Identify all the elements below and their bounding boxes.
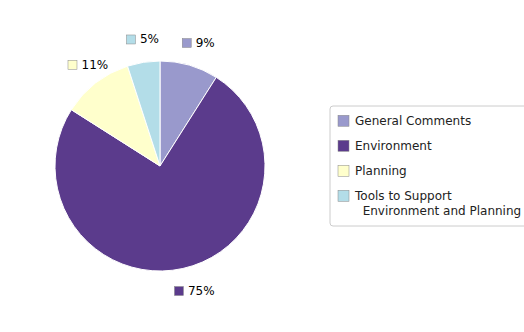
data-label: 11% [81,58,108,72]
chart: 9% 75% 11% 5% General Comments Environment Pla… [0,0,524,332]
legend-swatch [338,115,349,126]
legend-label: Planning [355,164,407,178]
legend-label-line: Environment [355,139,432,153]
legend-label-line: Environment and Planning [355,204,521,218]
legend-label: Tools to Support Environment and Plannin… [354,189,521,218]
pie [55,61,265,271]
legend-item: General Comments [338,114,471,128]
legend-swatch [338,140,349,151]
label-swatch [126,35,135,44]
legend-swatch [338,190,349,201]
pie-slice [128,61,160,166]
data-label: 9% [196,36,215,50]
legend-frame [330,106,524,226]
data-labels: 9% 75% 11% 5% [68,32,215,298]
legend: General Comments Environment Planning Tools… [330,106,524,226]
label-swatch [182,38,191,47]
data-label: 75% [188,284,215,298]
legend-label-line: General Comments [355,114,471,128]
legend-label-line: Tools to Support [354,189,452,203]
legend-label: General Comments [355,114,471,128]
legend-label: Environment [355,139,432,153]
legend-item: Tools to Support Environment and Plannin… [338,189,521,218]
legend-items: General Comments Environment Planning Tools… [338,114,521,218]
legend-item: Planning [338,164,407,178]
legend-item: Environment [338,139,432,153]
label-swatch [174,287,183,296]
legend-label-line: Planning [355,164,407,178]
data-label: 5% [140,32,159,46]
legend-swatch [338,165,349,176]
label-swatch [68,60,77,69]
